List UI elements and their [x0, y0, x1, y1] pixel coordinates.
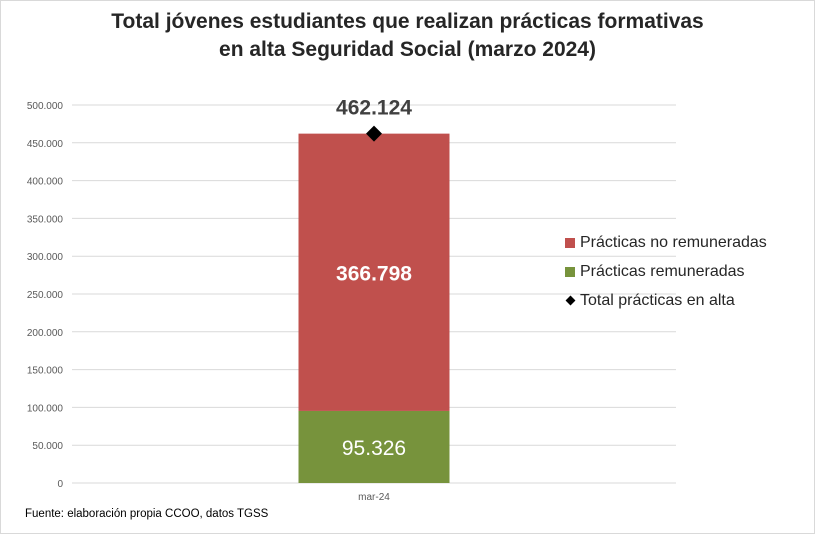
legend-item-total: Total prácticas en alta	[565, 286, 767, 315]
legend: Prácticas no remuneradas Prácticas remun…	[565, 228, 767, 315]
legend-diamond-icon	[565, 296, 575, 306]
total-data-label: 462.124	[336, 97, 412, 120]
source-note: Fuente: elaboración propia CCOO, datos T…	[25, 508, 268, 520]
legend-swatch-no-remuneradas	[565, 238, 575, 248]
legend-label-total: Total prácticas en alta	[580, 292, 735, 310]
y-tick-label: 500.000	[27, 101, 64, 112]
legend-label-no-remuneradas: Prácticas no remuneradas	[580, 234, 767, 252]
y-tick-label: 50.000	[32, 441, 63, 452]
y-tick-label: 200.000	[27, 328, 64, 339]
legend-label-remuneradas: Prácticas remuneradas	[580, 263, 745, 281]
y-tick-label: 0	[57, 479, 63, 490]
y-tick-label: 450.000	[27, 139, 64, 150]
x-tick-label: mar-24	[358, 492, 390, 503]
legend-item-remuneradas: Prácticas remuneradas	[565, 257, 767, 286]
legend-swatch-remuneradas	[565, 267, 575, 277]
bar-data-label: 95.326	[342, 437, 406, 460]
y-tick-label: 150.000	[27, 366, 64, 377]
y-tick-label: 100.000	[27, 403, 64, 414]
y-tick-label: 300.000	[27, 252, 64, 263]
y-tick-label: 250.000	[27, 290, 64, 301]
y-tick-label: 350.000	[27, 214, 64, 225]
bar-data-label: 366.798	[336, 262, 412, 285]
y-tick-label: 400.000	[27, 177, 64, 188]
legend-item-no-remuneradas: Prácticas no remuneradas	[565, 228, 767, 257]
